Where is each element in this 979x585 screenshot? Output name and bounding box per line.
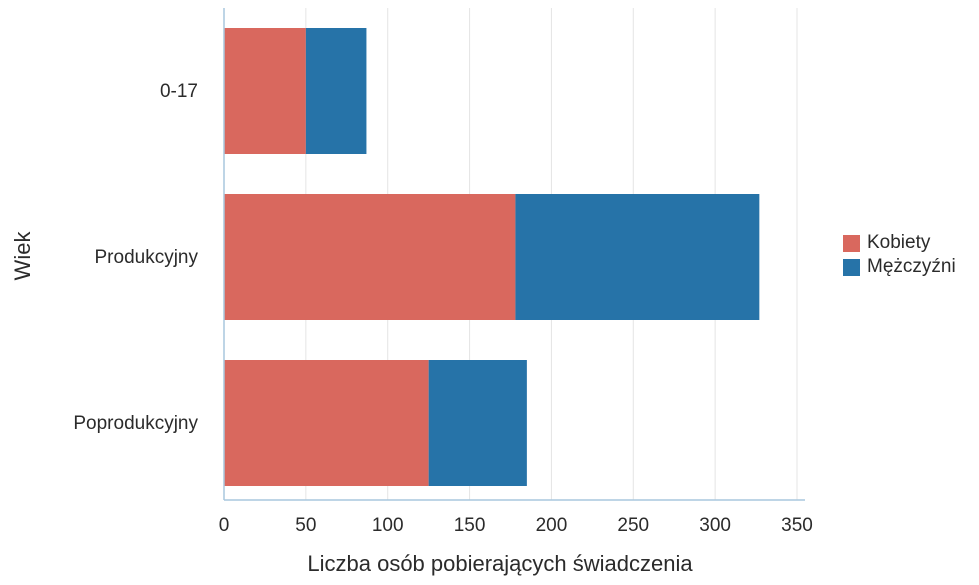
x-tick-label-1: 50 bbox=[295, 515, 316, 536]
x-tick-label-7: 350 bbox=[781, 515, 813, 536]
bar-poprodukcyjny-kobiety[interactable] bbox=[224, 360, 429, 486]
x-tick-label-2: 100 bbox=[372, 515, 404, 536]
legend-swatch-kobiety bbox=[843, 234, 860, 252]
bar-produkcyjny-kobiety[interactable] bbox=[224, 194, 516, 320]
axes bbox=[223, 8, 805, 501]
y-tick-label-2: Poprodukcyjny bbox=[73, 413, 198, 434]
bars bbox=[224, 28, 760, 486]
bar-produkcyjny-mezczyzni[interactable] bbox=[515, 194, 760, 320]
x-tick-label-0: 0 bbox=[219, 515, 230, 536]
bar-poprodukcyjny-mezczyzni[interactable] bbox=[428, 360, 527, 486]
x-tick-label-5: 250 bbox=[617, 515, 649, 536]
x-axis-title: Liczba osób pobierających świadczenia bbox=[307, 551, 693, 576]
bar-0-17-kobiety[interactable] bbox=[224, 28, 306, 154]
y-axis-title: Wiek bbox=[10, 231, 35, 281]
legend-label-kobiety: Kobiety bbox=[867, 232, 931, 253]
legend-label-mezczyzni: Mężczyźni bbox=[867, 256, 956, 277]
x-tick-label-3: 150 bbox=[454, 515, 486, 536]
y-tick-labels: 0-17 Produkcyjny Poprodukcyjny bbox=[73, 81, 198, 434]
bar-0-17-mezczyzni[interactable] bbox=[305, 28, 367, 154]
y-tick-label-1: Produkcyjny bbox=[95, 247, 199, 268]
legend-swatch-mezczyzni bbox=[843, 258, 860, 276]
legend-item-kobiety[interactable]: Kobiety bbox=[843, 231, 956, 255]
x-tick-label-6: 300 bbox=[699, 515, 731, 536]
x-tick-labels: 0 50 100 150 200 250 300 350 bbox=[219, 515, 813, 536]
y-tick-label-0: 0-17 bbox=[160, 81, 198, 102]
legend: Kobiety Mężczyźni bbox=[843, 231, 956, 279]
legend-item-mezczyzni[interactable]: Mężczyźni bbox=[843, 255, 956, 279]
x-tick-label-4: 200 bbox=[536, 515, 568, 536]
